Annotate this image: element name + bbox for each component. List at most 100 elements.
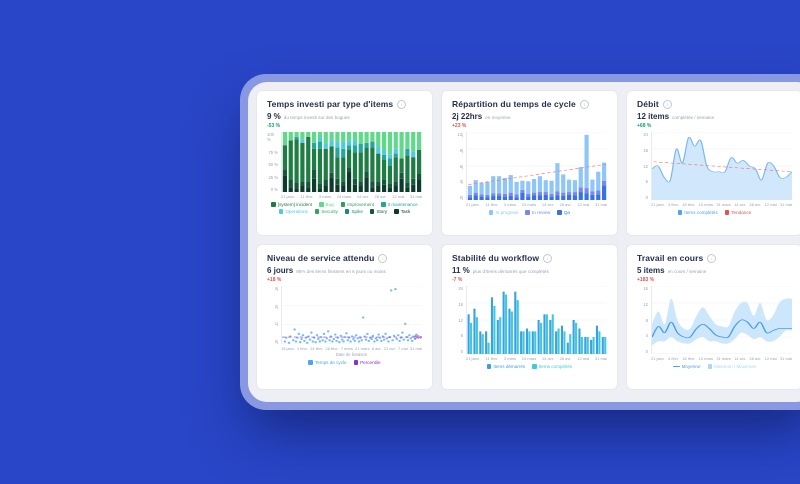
- x-axis-title: Date de livraison: [335, 351, 368, 357]
- chart-legend: Items complétés Tendance: [637, 210, 792, 215]
- cycle-time-plot[interactable]: [466, 132, 607, 200]
- legend-item[interactable]: Items complétés: [677, 210, 718, 215]
- panel-title: Niveau de service attendu: [267, 253, 375, 263]
- panel-title: Débit: [637, 99, 659, 109]
- legend-label: Improvement: [347, 202, 375, 207]
- info-icon[interactable]: i: [662, 99, 672, 109]
- legend-swatch: [672, 365, 680, 368]
- legend-item[interactable]: Security: [314, 209, 338, 214]
- chart-legend: Items démarrés Items complétés: [452, 364, 607, 369]
- legend-item[interactable]: It maintenance: [381, 202, 418, 207]
- scatter-plot[interactable]: 85e: [281, 286, 422, 344]
- legend-item[interactable]: Story: [369, 209, 388, 214]
- legend-label: Bug: [325, 202, 334, 207]
- info-icon[interactable]: i: [397, 99, 407, 109]
- legend-label: Minimum / Maximum: [714, 364, 757, 369]
- chart-debit: 24 18 12 6 0 21 janv. 4 févr. 18 févr. 10 mars 3…: [637, 132, 792, 215]
- legend-item[interactable]: Minimum / Maximum: [707, 364, 757, 369]
- legend-item[interactable]: Improvement: [340, 202, 375, 207]
- workflow-plot[interactable]: [466, 286, 607, 354]
- legend-label: Tendance: [731, 210, 752, 215]
- legend-item[interactable]: Task: [394, 209, 410, 214]
- metric-delta: +18 %: [267, 277, 282, 283]
- panel-repartition-temps-cycle: Répartition du temps de cycle i 2j 22hrs…: [441, 90, 618, 236]
- panel-title: Répartition du temps de cycle: [452, 99, 576, 109]
- percentile-label: 85e: [414, 334, 422, 340]
- legend-item[interactable]: Items complétés: [532, 364, 572, 369]
- legend-label: Percentile: [360, 360, 381, 365]
- metric-subtitle: en moyenne: [485, 115, 511, 120]
- legend-item[interactable]: Items démarrés: [486, 364, 525, 369]
- legend-label: Spike: [351, 209, 363, 214]
- stacked-bar-plot[interactable]: [281, 132, 422, 192]
- wip-plot[interactable]: [651, 286, 792, 354]
- panel-travail-en-cours: Travail en cours i 5 items en cours / se…: [626, 244, 800, 390]
- info-icon[interactable]: i: [378, 253, 388, 263]
- legend-item[interactable]: Qa: [557, 210, 570, 215]
- y-axis: 4j 2j 1j 0j: [274, 286, 278, 344]
- chart-legend: [system] incident Bug Improvement It mainte…: [267, 202, 422, 214]
- legend-item[interactable]: Bug: [319, 202, 334, 207]
- legend-label: It maintenance: [387, 202, 418, 207]
- legend-swatch: [724, 210, 730, 215]
- legend-swatch: [532, 364, 537, 369]
- metric-value: 9 %: [267, 112, 281, 121]
- metric-subtitle: du temps investi sur des bogues: [283, 115, 350, 120]
- chart-legend: Moyenne Minimum / Maximum: [637, 364, 792, 369]
- metric-value: 5 items: [637, 266, 665, 275]
- metric-subtitle: 85% des items finissent en 6 jours ou mo…: [296, 269, 386, 274]
- legend-item[interactable]: In progress: [488, 210, 519, 215]
- legend-swatch: [369, 209, 375, 214]
- legend-swatch: [557, 210, 562, 215]
- chart-legend: In progress In review Qa: [452, 210, 607, 215]
- legend-swatch: [488, 210, 494, 215]
- y-axis: 100 % 75 % 50 % 25 % 0 %: [267, 132, 278, 192]
- metric-subtitle: en cours / semaine: [667, 269, 707, 274]
- chart-temps-investi: 100 % 75 % 50 % 25 % 0 % 21 janv. 11 févr. 3 m…: [267, 132, 422, 214]
- info-icon[interactable]: i: [579, 99, 589, 109]
- metric-value: 2j 22hrs: [452, 112, 483, 121]
- metric-subtitle: plus d'items démarrés que complétés: [472, 269, 549, 274]
- legend-swatch: [340, 202, 346, 207]
- legend-swatch: [344, 209, 350, 214]
- legend-item[interactable]: Moyenne: [672, 364, 701, 369]
- chart-repartition: 12j 9j 6j 3j 0j 21 janv. 11 févr. 3 mars 24 mar…: [452, 132, 607, 215]
- metric-delta: -7 %: [452, 277, 463, 283]
- legend-label: Story: [376, 209, 388, 214]
- legend-label: Items complétés: [684, 210, 718, 215]
- x-axis: 21 janv. 11 févr. 3 mars 24 mars 14 avr. 28 a…: [466, 201, 607, 207]
- panel-stabilite-workflow: Stabilité du workflow i 11 % plus d'item…: [441, 244, 618, 390]
- legend-label: Moyenne: [681, 364, 701, 369]
- y-axis: 24 18 12 6 0: [643, 132, 648, 200]
- legend-item[interactable]: Tendance: [724, 210, 752, 215]
- legend-label: Security: [321, 209, 338, 214]
- legend-swatch: [308, 360, 313, 365]
- y-axis: 12j 9j 6j 3j 0j: [457, 132, 463, 200]
- throughput-plot[interactable]: [651, 132, 792, 200]
- legend-swatch: [394, 209, 399, 214]
- legend-item[interactable]: Spike: [344, 209, 363, 214]
- legend-label: In review: [531, 210, 551, 215]
- legend-label: Items complétés: [538, 364, 573, 369]
- legend-item[interactable]: Percentile: [353, 360, 381, 365]
- x-axis: 21 janv. 4 févr. 18 févr. 10 mars 31 mars 14 …: [651, 201, 792, 207]
- dashboard-grid: Temps investi par type d'items i 9 % du …: [248, 82, 800, 402]
- info-icon[interactable]: i: [707, 253, 717, 263]
- panel-niveau-service: Niveau de service attendu i 6 jours 85% …: [256, 244, 433, 390]
- chart-niveau-service: 4j 2j 1j 0j 85e 15 janv. 1 févr. 14 févr. 28 f…: [267, 286, 422, 365]
- legend-swatch: [677, 210, 683, 215]
- legend-item[interactable]: Operations: [278, 209, 308, 214]
- metric-value: 6 jours: [267, 266, 294, 275]
- legend-item[interactable]: In review: [525, 210, 550, 215]
- legend-swatch: [525, 210, 530, 215]
- panel-title: Temps investi par type d'items: [267, 99, 394, 109]
- legend-item[interactable]: [system] incident: [271, 202, 312, 207]
- legend-swatch: [381, 202, 386, 207]
- legend-item[interactable]: Temps de cycle: [308, 360, 347, 365]
- metric-value: 11 %: [452, 266, 470, 275]
- info-icon[interactable]: i: [543, 253, 553, 263]
- legend-swatch: [707, 364, 713, 369]
- legend-label: In progress: [495, 210, 519, 215]
- legend-label: Operations: [285, 209, 308, 214]
- panel-temps-investi: Temps investi par type d'items i 9 % du …: [256, 90, 433, 236]
